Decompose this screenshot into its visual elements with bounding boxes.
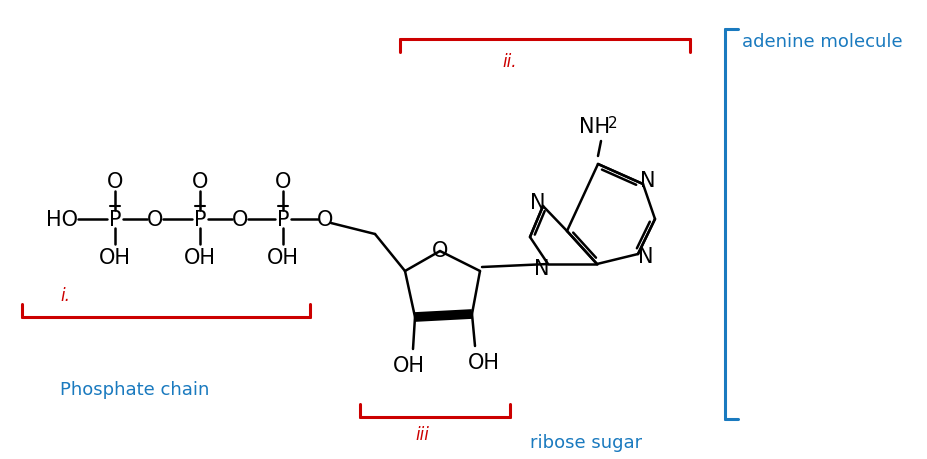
Text: 2: 2 — [607, 115, 617, 130]
Text: ii.: ii. — [502, 53, 516, 71]
Text: OH: OH — [267, 247, 298, 268]
Text: N: N — [534, 258, 549, 279]
Text: O: O — [274, 172, 291, 191]
Text: P: P — [194, 210, 206, 230]
Text: O: O — [146, 210, 163, 230]
Text: N: N — [638, 246, 653, 266]
Text: OH: OH — [467, 352, 500, 372]
Text: OH: OH — [392, 355, 425, 375]
Text: Phosphate chain: Phosphate chain — [60, 380, 210, 398]
Text: P: P — [276, 210, 289, 230]
Text: O: O — [431, 241, 448, 260]
Text: N: N — [640, 171, 655, 190]
Text: P: P — [108, 210, 121, 230]
Text: adenine molecule: adenine molecule — [742, 33, 902, 51]
Text: OH: OH — [99, 247, 131, 268]
Text: iii: iii — [414, 425, 428, 443]
Text: HO: HO — [46, 210, 78, 230]
Text: O: O — [316, 210, 333, 230]
Text: O: O — [107, 172, 123, 191]
Text: N: N — [529, 193, 545, 213]
Text: O: O — [192, 172, 208, 191]
Text: i.: i. — [60, 286, 70, 304]
Text: ribose sugar: ribose sugar — [529, 433, 641, 451]
Text: NH: NH — [578, 117, 610, 137]
Text: OH: OH — [184, 247, 216, 268]
Text: O: O — [232, 210, 248, 230]
